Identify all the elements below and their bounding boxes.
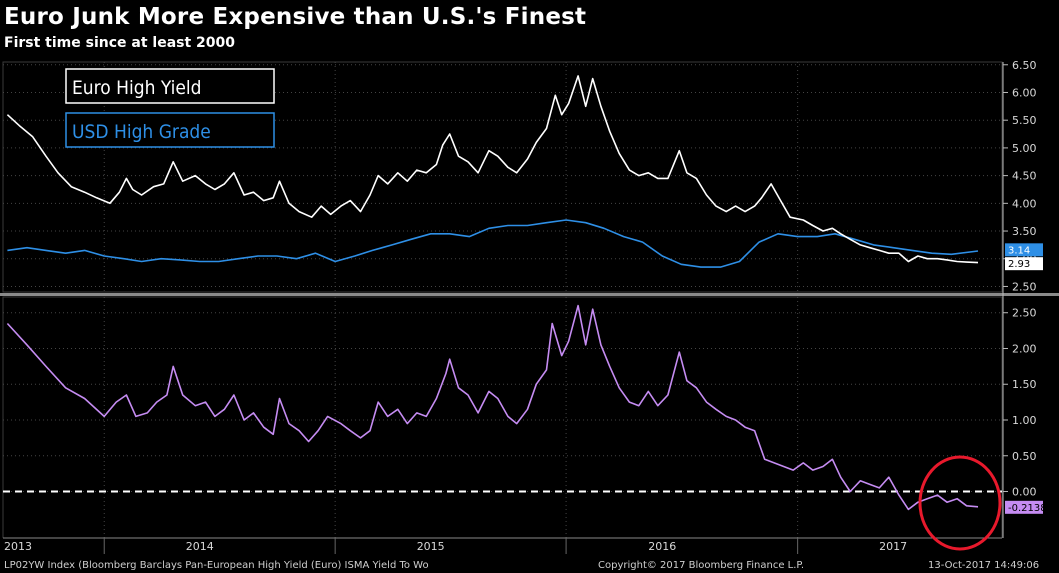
ytick-label-top-3: 4.00 bbox=[1012, 197, 1037, 210]
series-layer bbox=[3, 75, 1002, 511]
chart-subtitle: First time since at least 2000 bbox=[4, 35, 235, 51]
ytick-label-bottom-0: 0.00 bbox=[1012, 486, 1037, 499]
legend-euro-high-yield: Euro High Yield bbox=[72, 77, 201, 99]
x-axis-band bbox=[0, 538, 1059, 556]
last-value-euro-high-yield-bg bbox=[1005, 257, 1043, 271]
legend-box-euro-high-yield bbox=[65, 68, 275, 104]
ytick-label-bottom-4: 2.00 bbox=[1012, 342, 1037, 355]
ytick-label-top-4: 4.50 bbox=[1012, 170, 1037, 183]
ytick-label-bottom-2: 1.00 bbox=[1012, 414, 1037, 427]
label-layer: 3.14 2.93 -0.2138 bbox=[1005, 243, 1047, 514]
ytick-label-bottom-5: 2.50 bbox=[1012, 307, 1037, 320]
series-usd-high-grade bbox=[7, 219, 979, 268]
footer-timestamp: 13-Oct-2017 14:49:06 bbox=[928, 560, 1039, 571]
x-tick-label-2015: 2015 bbox=[417, 540, 445, 553]
last-value-spread: -0.2138 bbox=[1008, 503, 1047, 514]
chart-title: Euro Junk More Expensive than U.S.'s Fin… bbox=[4, 4, 587, 30]
ytick-label-bottom-3: 1.50 bbox=[1012, 378, 1037, 391]
axis-layer: 2.503.003.504.004.505.005.506.006.500.00… bbox=[0, 59, 1059, 556]
ytick-label-top-7: 6.00 bbox=[1012, 86, 1037, 99]
ytick-label-top-0: 2.50 bbox=[1012, 280, 1037, 293]
series-spread bbox=[6, 304, 979, 511]
last-value-spread-bg bbox=[1005, 500, 1043, 514]
ytick-label-top-2: 3.50 bbox=[1012, 225, 1037, 238]
footer-copyright: Copyright© 2017 Bloomberg Finance L.P. bbox=[598, 560, 804, 571]
ytick-label-top-6: 5.50 bbox=[1012, 114, 1037, 127]
panel-divider bbox=[0, 293, 1059, 296]
top-panel-frame bbox=[2, 61, 1003, 293]
x-tick-label-2016: 2016 bbox=[648, 540, 676, 553]
last-value-euro-high-yield: 2.93 bbox=[1008, 259, 1030, 270]
series-euro-high-yield bbox=[6, 75, 979, 264]
highlight-circle bbox=[918, 455, 1002, 551]
legend-usd-high-grade: USD High Grade bbox=[72, 121, 211, 143]
ytick-label-top-8: 6.50 bbox=[1012, 59, 1037, 72]
ytick-label-top-5: 5.00 bbox=[1012, 142, 1037, 155]
last-value-usd-high-grade: 3.14 bbox=[1008, 245, 1030, 256]
legend-box-usd-high-grade bbox=[65, 112, 275, 148]
last-value-usd-high-grade-bg bbox=[1005, 243, 1043, 257]
ytick-label-bottom-1: 0.50 bbox=[1012, 450, 1037, 463]
x-tick-label-2013: 2013 bbox=[4, 540, 32, 553]
footer-source: LP02YW Index (Bloomberg Barclays Pan-Eur… bbox=[4, 560, 429, 571]
x-tick-label-2017: 2017 bbox=[879, 540, 907, 553]
x-tick-label-2014: 2014 bbox=[186, 540, 214, 553]
